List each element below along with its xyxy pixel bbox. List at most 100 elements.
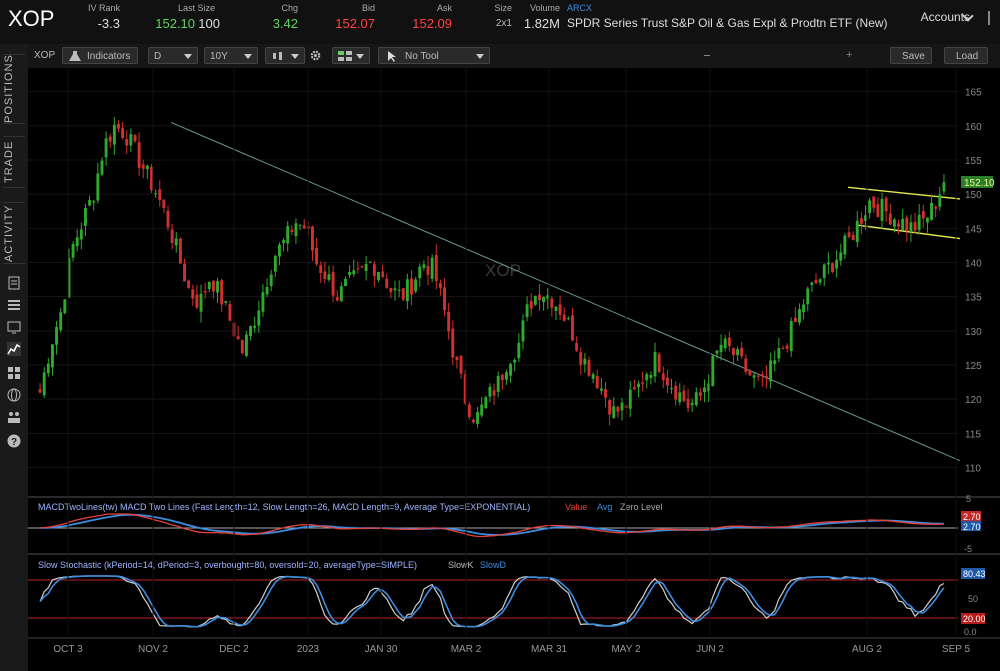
candle-body [228,304,232,321]
macd-tick-bottom: -5 [964,544,972,554]
candle-body [657,353,661,372]
time-axis-label: MAR 2 [451,644,482,655]
candle-body [59,312,63,331]
candle-body [158,189,162,201]
candle-body [892,219,896,227]
candle-body [88,200,92,206]
monitor-icon[interactable] [7,320,21,334]
candle-body [290,229,294,232]
help-icon[interactable]: ? [7,434,21,448]
list-icon[interactable] [7,298,21,312]
price-chart[interactable]: XOP 110 115 120 125 130 135 140 145 150 155 160 165… [28,68,1000,671]
layout-select[interactable] [332,47,370,64]
people-icon[interactable] [7,410,21,424]
candle-body [876,204,880,217]
macd-avg-line [40,513,944,536]
period-select[interactable]: D [148,47,198,64]
candle-body [327,274,331,280]
candle-body [150,166,153,191]
candle-body [261,292,265,312]
candle-body [426,265,430,275]
candle-body [732,348,735,356]
candle-body [632,387,636,390]
candle-body [769,360,773,382]
stoch-badge-top [961,568,985,579]
price-axis-label: 125 [965,361,982,372]
candle-body [476,412,479,425]
candle-body [649,375,653,379]
stoch-tick-bottom: 0.0 [964,627,977,637]
grid-icon[interactable] [7,366,21,380]
toolbar-symbol[interactable]: XOP [34,50,56,61]
candle-body [756,375,760,377]
candle-body [463,374,467,404]
candle-body [637,383,640,388]
drawing-tool-select[interactable]: No Tool [378,47,490,64]
tab-positions[interactable]: POSITIONS [3,54,25,124]
candle-body [352,270,356,275]
chart-icon[interactable] [7,342,21,356]
chart-toolbar: XOP Indicators D 10Y No Tool + Save Load [28,44,1000,69]
candle-body [125,139,129,146]
stoch-badge-bottom [961,613,985,624]
chart-style-select[interactable] [265,47,305,64]
candle-body [789,321,793,352]
price-axis-label: 160 [965,122,982,133]
candle-body [901,218,905,231]
candle-body [438,283,442,288]
candle-body [925,217,929,223]
candle-body [682,390,686,402]
candle-body [736,349,740,356]
candle-body [872,196,876,208]
zoom-in-icon[interactable]: + [846,49,853,61]
candle-body [220,280,224,305]
zoom-out-icon[interactable] [704,55,710,56]
last-price-badge [961,176,993,188]
indicators-button[interactable]: Indicators [62,47,138,64]
document-icon[interactable] [7,276,21,290]
tab-trade[interactable]: TRADE [3,136,25,188]
chevron-down-icon [291,54,299,59]
candle-body [269,274,273,286]
candle-body [888,213,892,225]
tab-activity[interactable]: ACTIVITY [3,202,25,264]
period-value: D [154,51,162,62]
macd-tick-top: 5 [966,494,971,504]
chevron-down-icon [356,54,364,59]
candle-body [311,226,314,251]
stoch-oversold-label: 20.00 [963,614,986,624]
size-label: Size [494,3,512,13]
candle-body [84,207,87,226]
expand-icon[interactable] [862,47,880,64]
candle-body [480,404,484,416]
time-axis-label: DEC 2 [219,644,249,655]
candle-body [360,266,364,268]
stoch-title: Slow Stochastic (kPeriod=14, dPeriod=3, … [38,560,417,570]
candle-body [917,214,921,230]
candle-body [703,387,706,393]
gear-icon[interactable] [309,49,322,62]
channel-lower-line [855,224,961,240]
candle-body [839,252,843,261]
candle-body [323,271,327,279]
save-button[interactable]: Save [890,47,932,64]
candle-body [930,202,933,220]
symbol-title[interactable]: XOP [8,6,55,31]
load-button[interactable]: Load [944,47,988,64]
candle-body [496,376,500,392]
candle-body [492,390,496,396]
candle-body [471,419,475,423]
candle-body [389,287,393,292]
candle-body [401,288,405,300]
range-select[interactable]: 10Y [204,47,258,64]
candle-body [571,315,574,341]
candle-body [905,217,909,231]
macd-legend-value: Value [565,502,587,512]
macd-title: MACDTwoLines(tw) MACD Two Lines (Fast Le… [38,502,530,512]
candle-body [315,248,319,264]
accounts-menu[interactable]: Accounts [921,10,970,24]
globe-icon[interactable] [7,388,21,402]
candle-body [236,336,240,339]
candle-body [273,255,277,272]
candle-body [550,298,554,308]
